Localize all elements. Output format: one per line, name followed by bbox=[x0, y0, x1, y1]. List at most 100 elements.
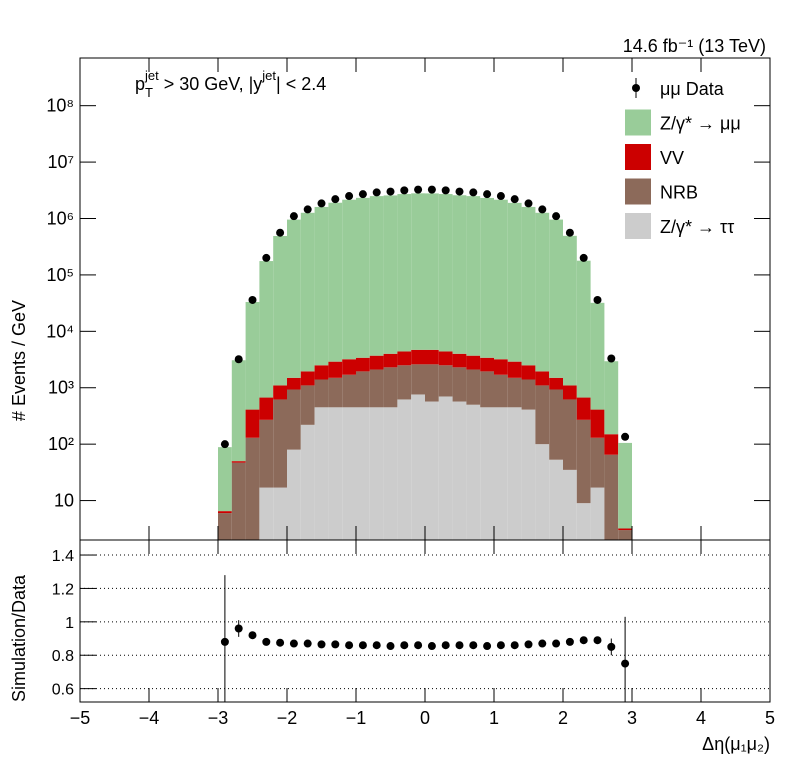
stack-bar bbox=[576, 419, 591, 504]
stack-bar bbox=[273, 399, 287, 488]
annotation-part: jet bbox=[261, 68, 276, 83]
stack-bar bbox=[300, 424, 315, 540]
stack-bar bbox=[314, 379, 329, 408]
data-point bbox=[552, 212, 561, 221]
stack-bar bbox=[494, 359, 508, 375]
annotation-part: | < 2.4 bbox=[276, 74, 326, 94]
stack-bar bbox=[576, 260, 591, 398]
stack-bar bbox=[535, 385, 550, 445]
stack-bar bbox=[328, 202, 343, 362]
stack-bar bbox=[563, 399, 577, 470]
stack-bar bbox=[259, 487, 274, 540]
stack-bar bbox=[494, 199, 508, 360]
stack-bar bbox=[231, 462, 246, 540]
stack-bar bbox=[521, 365, 536, 380]
data-point bbox=[289, 212, 298, 221]
stack-bar bbox=[535, 371, 550, 386]
stack-bar bbox=[576, 503, 591, 540]
ratio-point bbox=[331, 640, 340, 649]
stack-bar bbox=[411, 394, 425, 540]
stack-bar bbox=[383, 353, 398, 368]
stack-bar bbox=[466, 369, 481, 405]
stack-bar bbox=[438, 194, 453, 352]
stack-bar bbox=[411, 349, 425, 365]
legend-label: VV bbox=[660, 148, 684, 168]
data-point bbox=[455, 187, 464, 196]
x-tick-label: 5 bbox=[765, 708, 775, 728]
ratio-point bbox=[386, 642, 395, 651]
ratio-frame bbox=[79, 539, 771, 703]
x-tick-label: −2 bbox=[277, 708, 298, 728]
stack-bar bbox=[466, 355, 481, 370]
stack-bar bbox=[383, 367, 398, 408]
stack-bar bbox=[356, 371, 370, 408]
ratio-point bbox=[262, 637, 271, 646]
stack-bar bbox=[383, 195, 398, 354]
data-point bbox=[262, 253, 271, 262]
stack-bar bbox=[259, 419, 274, 488]
stack-bar bbox=[494, 374, 508, 408]
stack-bar bbox=[563, 469, 577, 540]
stack-bar bbox=[342, 374, 356, 408]
stack-bar bbox=[452, 195, 467, 354]
stack-bar bbox=[494, 407, 508, 540]
stack-bar bbox=[480, 371, 494, 408]
annotation-part: jet bbox=[144, 68, 159, 83]
data-point bbox=[276, 228, 285, 237]
stack-bar bbox=[231, 360, 246, 462]
stack-bar bbox=[356, 197, 370, 358]
legend-label: NRB bbox=[660, 183, 698, 203]
stack-bar bbox=[383, 407, 398, 540]
stack-bar bbox=[300, 371, 315, 386]
stack-bar bbox=[618, 530, 632, 540]
legend-label: Z/γ* → μμ bbox=[660, 114, 741, 134]
stack-bar bbox=[369, 407, 384, 540]
stack-bar bbox=[549, 377, 563, 390]
stack-bar bbox=[590, 487, 605, 540]
legend: μμ Data Z/γ* → μμ VV NRB Z/γ* → ττ bbox=[625, 78, 741, 239]
stack-bar bbox=[521, 409, 536, 540]
stack-bar bbox=[507, 377, 522, 408]
stack-bar bbox=[328, 377, 343, 408]
data-point bbox=[248, 295, 257, 304]
ratio-point bbox=[579, 636, 588, 645]
ratio-point bbox=[621, 659, 630, 668]
legend-swatch bbox=[625, 178, 651, 205]
stack-bar bbox=[328, 361, 343, 378]
x-tick-label: 0 bbox=[420, 708, 430, 728]
stack-bar bbox=[507, 407, 522, 540]
y-tick-label: 0.6 bbox=[52, 682, 74, 699]
stack-bar bbox=[480, 197, 494, 358]
stack-bar bbox=[397, 351, 412, 366]
data-point bbox=[331, 195, 340, 204]
stack-bar bbox=[604, 434, 619, 455]
annotation-part: T bbox=[145, 85, 153, 100]
annotation-part: p bbox=[135, 74, 145, 94]
stack-bar bbox=[590, 437, 605, 488]
stack-bar bbox=[397, 194, 412, 352]
stack-bar bbox=[604, 454, 619, 540]
stack-bar bbox=[369, 355, 384, 370]
data-point bbox=[234, 355, 243, 364]
y-tick-label: 10⁴ bbox=[46, 321, 74, 341]
stack-bar bbox=[438, 351, 453, 366]
stack-bar bbox=[397, 365, 412, 400]
data-point bbox=[317, 199, 326, 208]
data-point bbox=[579, 253, 588, 262]
ratio-point bbox=[455, 641, 464, 650]
ratio-point bbox=[276, 638, 285, 647]
stack-bar bbox=[273, 385, 287, 400]
ratio-point bbox=[552, 639, 561, 648]
y-tick-label: 10⁸ bbox=[46, 96, 74, 116]
stack-bar bbox=[314, 365, 329, 380]
data-point bbox=[524, 199, 533, 208]
x-tick-label: 4 bbox=[696, 708, 706, 728]
ratio-point bbox=[510, 641, 519, 650]
stack-bar bbox=[356, 357, 370, 372]
data-point bbox=[303, 205, 312, 214]
stack-bar bbox=[480, 357, 494, 372]
data-point bbox=[414, 185, 423, 194]
stack-bar bbox=[231, 461, 246, 463]
legend-marker bbox=[632, 84, 640, 92]
stack-bar bbox=[369, 196, 384, 356]
